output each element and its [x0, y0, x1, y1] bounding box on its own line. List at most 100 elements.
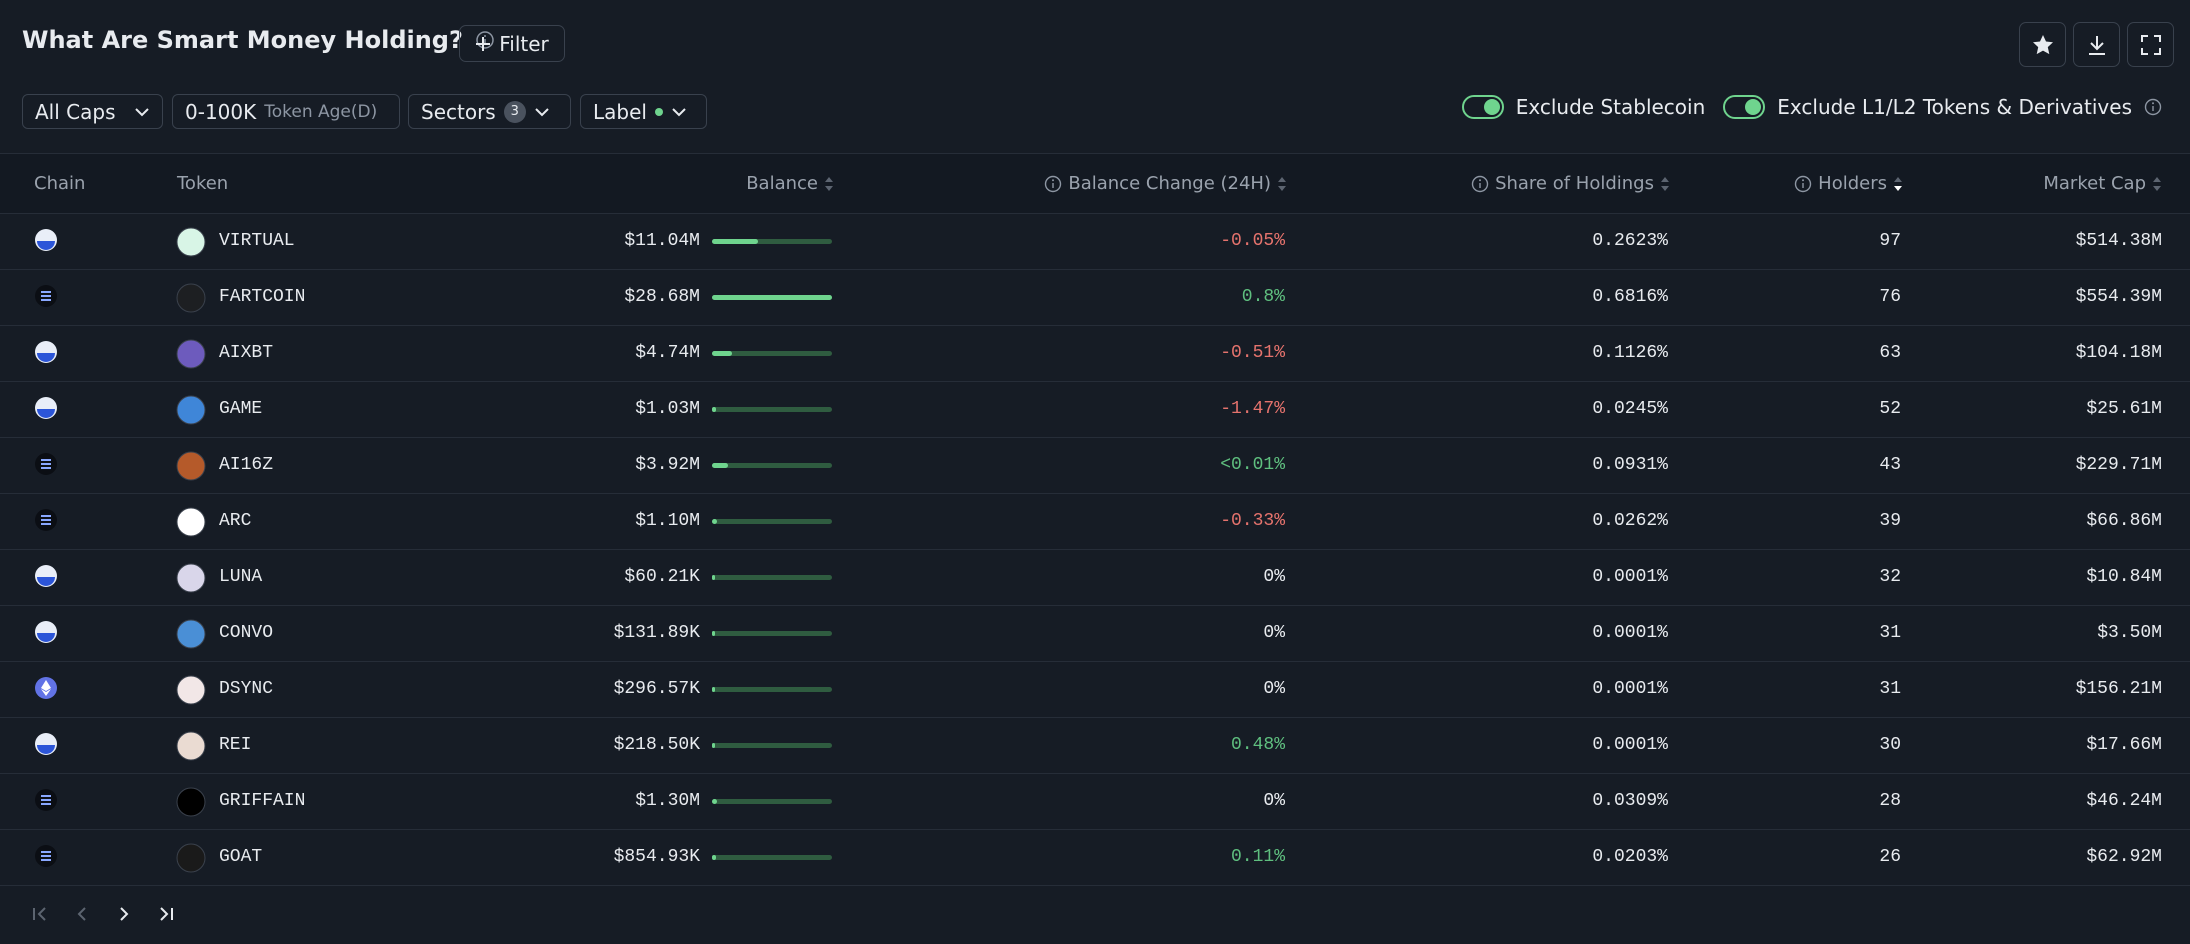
token-icon — [176, 787, 206, 817]
holders: 26 — [1879, 847, 1901, 867]
balance-bar-track — [712, 687, 832, 692]
column-header: Chain — [34, 154, 85, 213]
balance: $60.21K — [624, 567, 700, 587]
toggle-switch[interactable] — [1461, 95, 1504, 119]
share-of-holdings: 0.0245% — [1592, 399, 1668, 419]
token-icon — [176, 395, 206, 425]
token-age-label: Token Age(D) — [264, 101, 378, 122]
column-header: Balance Change (24H) — [1044, 154, 1287, 213]
market-cap: $10.84M — [2086, 567, 2162, 587]
balance-change: -1.47% — [1220, 399, 1285, 419]
balance-bar — [712, 519, 717, 524]
balance: $131.89K — [613, 623, 700, 643]
token-age-range: 0-100K — [185, 99, 257, 124]
balance-change: -0.05% — [1220, 231, 1285, 251]
balance-bar-track — [712, 631, 832, 636]
balance: $28.68M — [624, 287, 700, 307]
column-title: Balance Change (24H) — [1068, 173, 1271, 194]
column-title: Share of Holdings — [1495, 173, 1654, 194]
balance-change: 0.11% — [1230, 847, 1285, 867]
filter-label: Filter — [499, 31, 549, 56]
chain-icon — [35, 621, 57, 643]
balance-bar — [712, 351, 732, 356]
token-name: AI16Z — [219, 455, 274, 475]
table-row: AI16Z $3.92M <0.01% 0.0931% 43 $229.71M — [0, 438, 2190, 494]
chain-icon — [35, 229, 57, 251]
caps-dropdown[interactable]: All Caps — [22, 94, 163, 129]
prev-page[interactable] — [72, 904, 92, 924]
column-title: Token — [177, 173, 229, 194]
label-dot — [654, 107, 663, 116]
filter-button[interactable]: Filter — [459, 25, 565, 62]
token-name: LUNA — [219, 567, 263, 587]
fullscreen-button[interactable] — [2127, 22, 2174, 67]
sort-icon — [1894, 176, 1902, 191]
token-name: DSYNC — [219, 679, 274, 699]
balance-bar — [712, 855, 716, 860]
balance-bar-track — [712, 239, 832, 244]
last-page[interactable] — [156, 904, 176, 924]
balance-bar — [712, 463, 729, 468]
sort-icon — [1278, 176, 1286, 191]
toggle-label: Exclude L1/L2 Tokens & Derivatives — [1777, 95, 2132, 119]
balance-change: <0.01% — [1220, 455, 1285, 475]
holders: 31 — [1879, 623, 1901, 643]
market-cap: $62.92M — [2086, 847, 2162, 867]
table-row: ARC $1.10M -0.33% 0.0262% 39 $66.86M — [0, 494, 2190, 550]
balance-bar-track — [712, 351, 832, 356]
column-title: Holders — [1818, 173, 1887, 194]
share-of-holdings: 0.0001% — [1592, 567, 1668, 587]
balance-change: 0% — [1263, 679, 1285, 699]
chevron — [135, 107, 149, 116]
balance-bar — [712, 631, 715, 636]
market-cap: $25.61M — [2086, 399, 2162, 419]
token-icon — [176, 227, 206, 257]
chain-icon — [35, 789, 57, 811]
table-row: FARTCOIN $28.68M 0.8% 0.6816% 76 $554.39M — [0, 270, 2190, 326]
label-label: Label — [593, 99, 647, 124]
holders: 43 — [1879, 455, 1901, 475]
download-button[interactable] — [2073, 22, 2120, 67]
market-cap: $104.18M — [2075, 343, 2162, 363]
table-row: VIRTUAL $11.04M -0.05% 0.2623% 97 $514.38M — [0, 214, 2190, 270]
next-page[interactable] — [114, 904, 134, 924]
balance-bar-track — [712, 855, 832, 860]
balance-bar-track — [712, 743, 832, 748]
share-of-holdings: 0.2623% — [1592, 231, 1668, 251]
balance: $4.74M — [635, 343, 700, 363]
share-of-holdings: 0.0262% — [1592, 511, 1668, 531]
info-icon[interactable] — [2144, 98, 2162, 116]
balance-bar — [712, 687, 715, 692]
share-of-holdings: 0.0309% — [1592, 791, 1668, 811]
info-icon — [1045, 175, 1062, 192]
column-title: Balance — [746, 173, 818, 194]
plus-icon — [476, 36, 491, 51]
token-name: CONVO — [219, 623, 274, 643]
column-title: Market Cap — [2043, 173, 2146, 194]
balance-change: -0.51% — [1220, 343, 1285, 363]
first-page[interactable] — [30, 904, 50, 924]
token-icon — [176, 563, 206, 593]
token-icon — [176, 451, 206, 481]
share-of-holdings: 0.0203% — [1592, 847, 1668, 867]
token-name: GAME — [219, 399, 263, 419]
chain-icon — [35, 733, 57, 755]
token-icon — [176, 283, 206, 313]
info-icon — [1471, 175, 1489, 192]
sectors-dropdown[interactable]: Sectors 3 — [408, 94, 571, 129]
balance-change: 0% — [1263, 791, 1285, 811]
holders: 39 — [1879, 511, 1901, 531]
share-of-holdings: 0.6816% — [1592, 287, 1668, 307]
market-cap: $514.38M — [2075, 231, 2162, 251]
label-dropdown[interactable]: Label — [580, 94, 707, 129]
chain-icon — [35, 565, 57, 587]
balance: $1.30M — [635, 791, 700, 811]
token-age-filter[interactable]: 0-100K Token Age(D) — [172, 94, 400, 129]
toggle-switch[interactable] — [1723, 95, 1766, 119]
table-row: AIXBT $4.74M -0.51% 0.1126% 63 $104.18M — [0, 326, 2190, 382]
chain-icon — [35, 677, 57, 699]
title-bar: What Are Smart Money Holding? — [22, 26, 495, 54]
star-button[interactable] — [2019, 22, 2066, 67]
token-icon — [176, 731, 206, 761]
